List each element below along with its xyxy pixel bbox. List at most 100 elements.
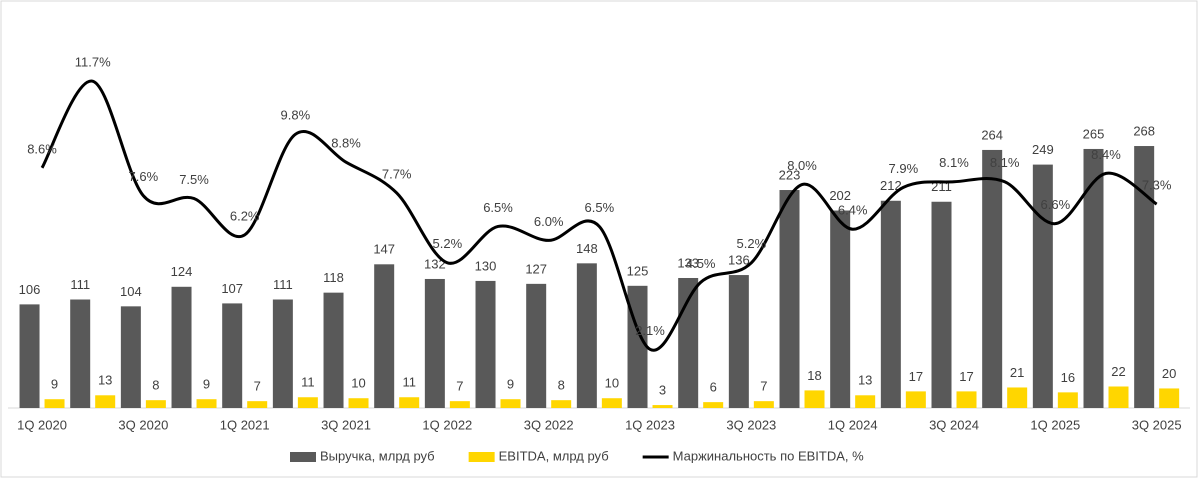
line-label: 6.5% [585,200,615,215]
x-tick-label: 1Q 2022 [422,417,472,432]
legend-swatch [468,452,495,462]
bar [95,395,116,408]
bar-label: 111 [70,277,90,292]
x-tick-label: 1Q 2025 [1030,417,1080,432]
bar-label: 3 [659,383,666,398]
bar-label: 11 [301,375,315,390]
x-tick-label: 1Q 2020 [17,417,67,432]
bar [880,200,901,408]
bar-label: 13 [858,373,872,388]
bar [1108,386,1129,408]
bar-label: 9 [51,377,58,392]
bar [70,299,91,408]
x-tick-label: 3Q 2023 [726,417,776,432]
bar [1083,148,1104,408]
bar-label: 22 [1111,364,1125,379]
bar [1032,164,1053,408]
bar-label: 107 [221,281,243,296]
bar-label: 10 [351,376,365,391]
bar [804,390,825,408]
bar-label: 7 [456,379,463,394]
bar [652,405,673,408]
bar [627,285,648,408]
bar-label: 148 [576,241,598,256]
bar [323,292,344,408]
line-label: 5.2% [433,236,463,251]
bar [449,401,470,408]
bar-label: 13 [98,373,112,388]
bar [956,391,977,408]
line-label: 9.8% [281,108,311,123]
bar [830,210,851,408]
bar [728,275,749,408]
bar [247,401,268,408]
bar-label: 118 [323,270,344,285]
x-tick-label: 1Q 2021 [220,417,270,432]
bar [374,264,395,408]
x-tick-label: 1Q 2024 [828,417,878,432]
bar-label: 104 [120,284,142,299]
bar [399,397,420,408]
line-label: 2.1% [635,323,665,338]
line-label: 7.9% [889,161,919,176]
bar [272,299,293,408]
line-label: 5.2% [737,236,767,251]
bar [222,303,243,408]
bar-label: 111 [273,277,293,292]
line [40,79,1158,352]
bar-label: 212 [880,178,902,193]
bar-label: 10 [605,376,619,391]
bar [196,399,217,408]
bar-label: 133 [677,255,699,270]
legend-label: Выручка, млрд руб [320,448,435,463]
bar [1159,388,1180,408]
bar-label: 136 [728,252,750,267]
bar-label: 11 [402,375,416,390]
bar [120,306,141,408]
line-label: 7.7% [382,166,412,181]
bar-label: 264 [981,127,1003,142]
bar [551,400,572,408]
bar-label: 18 [807,368,821,383]
x-tick-label: 3Q 2025 [1132,417,1182,432]
bar-label: 125 [627,263,649,278]
bar-label: 124 [171,264,193,279]
line-label: 8.6% [27,141,57,156]
bar [500,399,521,408]
bar [855,395,876,408]
bar [44,399,65,408]
bar [1007,387,1028,408]
bar-label: 8 [558,378,565,393]
legend-swatch [290,452,316,462]
bar-label: 21 [1010,365,1024,380]
bar [348,398,369,408]
bar-label: 7 [254,379,261,394]
line-label: 6.2% [230,208,260,223]
line-label: 4.5% [686,256,716,271]
bar [753,401,774,408]
x-tick-label: 3Q 2024 [929,417,979,432]
bar-label: 223 [779,167,801,182]
line-label: 7.6% [129,169,159,184]
x-tick-label: 3Q 2021 [321,417,371,432]
bar [475,280,496,408]
bar-label: 9 [203,377,210,392]
bar-label: 106 [19,282,41,297]
bar [424,278,445,408]
line-label: 6.0% [534,214,564,229]
line-label: 7.5% [179,172,209,187]
bar [982,149,1003,408]
line-label: 8.8% [331,136,361,151]
bar [576,263,597,408]
line-label: 8.0% [787,158,817,173]
x-tick-label: 3Q 2020 [118,417,168,432]
bar-label: 7 [760,379,767,394]
line-label: 6.4% [838,203,868,218]
bar-label: 20 [1162,366,1176,381]
bar [1134,146,1155,408]
bar-label: 8 [152,378,159,393]
line-label: 11.7% [75,55,111,70]
bar-label: 17 [909,369,923,384]
bar [19,304,40,408]
